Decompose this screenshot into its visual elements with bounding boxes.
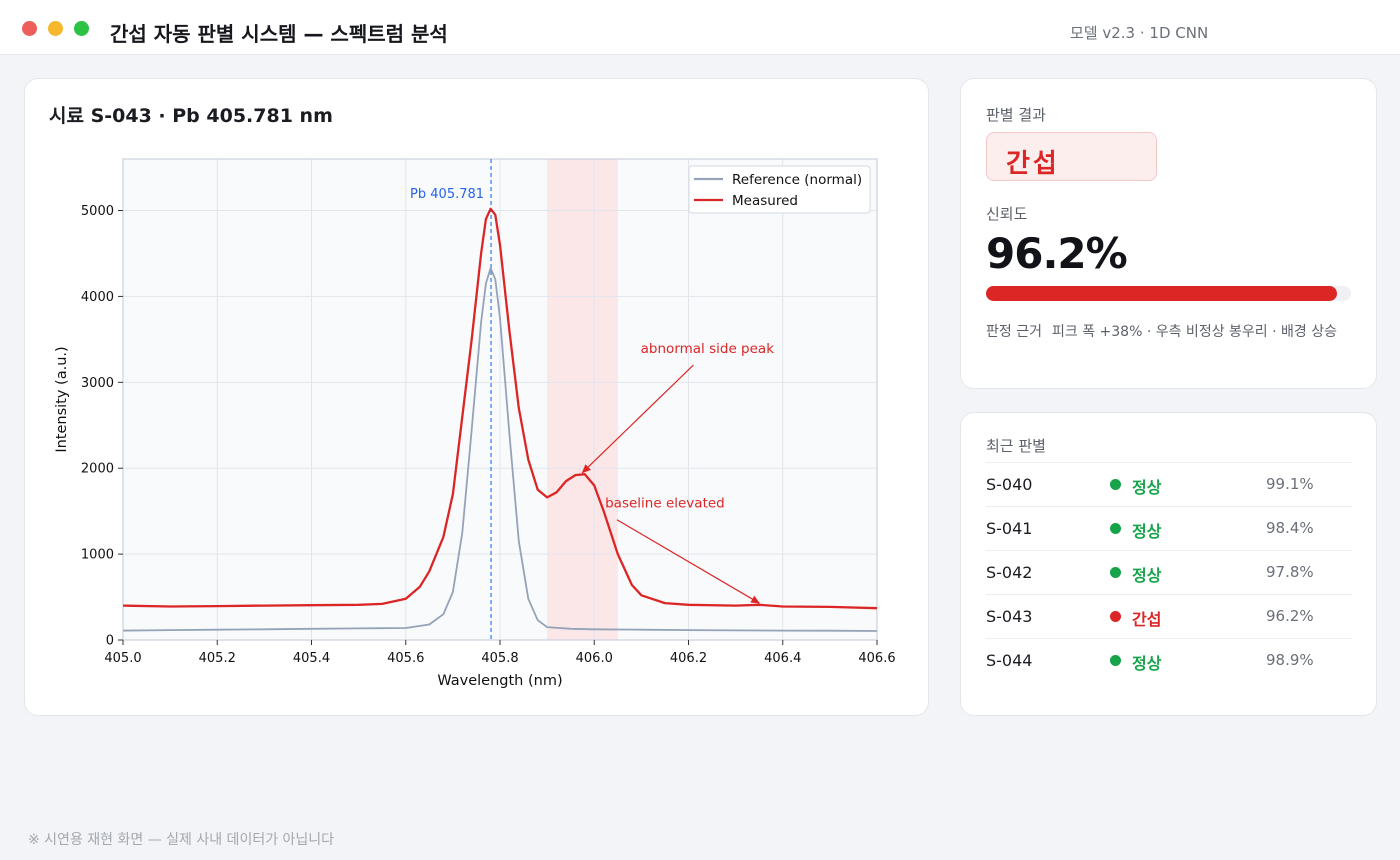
app-title: 간섭 자동 판별 시스템 — 스펙트럼 분석 [110,22,448,46]
chart-panel-title: 시료 S-043 · Pb 405.781 nm [49,105,333,127]
x-tick-label: 406.2 [670,651,707,666]
history-status: 정상 [1132,522,1162,541]
reason-text: 피크 폭 +38% · 우측 비정상 봉우리 · 배경 상승 [1051,324,1337,340]
annotation-arrow [616,519,761,604]
highlight-region [547,159,618,640]
annotation-label: baseline elevated [605,496,725,512]
close-window-button[interactable] [22,21,37,36]
x-tick-label: 406.6 [858,651,895,666]
history-confidence: 98.4% [1266,519,1314,537]
history-sample-id: S-044 [986,651,1033,670]
status-dot-icon [1110,479,1121,490]
y-axis-label: Intensity (a.u.) [54,346,70,452]
chart-legend: Reference (normal) Measured [688,165,871,214]
verdict-badge: 간섭 [986,132,1157,181]
history-confidence: 96.2% [1266,607,1314,625]
confidence-bar [986,286,1351,301]
footer-note: ※ 시연용 재현 화면 — 실제 사내 데이터가 아닙니다 [28,832,335,848]
history-sample-id: S-043 [986,607,1033,626]
confidence-value: 96.2% [986,229,1128,278]
reason-label: 판정 근거 [986,324,1042,340]
annotation-arrow [581,364,694,474]
x-tick-label: 405.0 [104,651,141,666]
history-status: 간섭 [1132,610,1162,629]
status-dot-icon [1110,567,1121,578]
y-tick-label: 5000 [81,204,114,219]
history-status: 정상 [1132,654,1162,673]
reference-line-label: Pb 405.781 [410,187,484,202]
status-dot-icon [1110,523,1121,534]
y-tick-label: 0 [106,634,114,649]
x-tick-label: 406.0 [576,651,613,666]
confidence-bar-fill [986,286,1338,301]
series-line-reference [122,267,878,632]
history-row[interactable]: S-042 정상 97.8% [986,550,1352,594]
x-axis-label: Wavelength (nm) [437,673,562,689]
history-confidence: 97.8% [1266,563,1314,581]
history-confidence: 98.9% [1266,651,1314,669]
recent-results-panel: 최근 판별 S-040 정상 99.1% S-041 정상 98.4% S-042 정상 97.… [960,412,1377,716]
result-panel: 판별 결과 간섭 신뢰도 96.2% 판정 근거 피크 폭 +38% · 우측 비… [960,78,1377,389]
history-status: 정상 [1132,566,1162,585]
history-confidence: 99.1% [1266,475,1314,493]
history-row[interactable]: S-044 정상 98.9% [986,638,1352,682]
annotation-label: abnormal side peak [641,341,775,357]
x-tick-label: 406.4 [764,651,801,666]
status-dot-icon [1110,611,1121,622]
spectrum-chart-panel: 시료 S-043 · Pb 405.781 nm 405.0 405.2 405.4… [24,78,929,716]
x-tick-label: 405.4 [293,651,330,666]
title-bar: 간섭 자동 판별 시스템 — 스펙트럼 분석 모델 v2.3 · 1D CNN [0,0,1400,55]
history-row[interactable]: S-041 정상 98.4% [986,506,1352,550]
model-info: 모델 v2.3 · 1D CNN [1070,24,1209,42]
recent-results-title: 최근 판별 [986,437,1046,455]
history-row[interactable]: S-040 정상 99.1% [986,462,1352,506]
maximize-window-button[interactable] [74,21,89,36]
confidence-label: 신뢰도 [986,205,1028,223]
status-dot-icon [1110,655,1121,666]
history-status: 정상 [1132,478,1162,497]
series-line-measured [122,207,878,610]
history-row[interactable]: S-043 간섭 96.2% [986,594,1352,638]
history-sample-id: S-041 [986,519,1033,538]
spectrum-chart: 405.0 405.2 405.4 405.6 405.8 406.0 406.2 406.4… [54,158,896,689]
history-sample-id: S-040 [986,475,1033,494]
y-tick-label: 1000 [81,548,114,563]
legend-box [688,165,871,214]
minimize-window-button[interactable] [48,21,63,36]
decision-reason: 판정 근거 피크 폭 +38% · 우측 비정상 봉우리 · 배경 상승 [986,321,1337,341]
verdict-text: 간섭 [1006,149,1060,179]
x-tick-label: 405.2 [199,651,236,666]
result-label: 판별 결과 [986,106,1046,124]
legend-label: Measured [732,193,798,209]
history-sample-id: S-042 [986,563,1033,582]
legend-label: Reference (normal) [732,172,862,188]
y-tick-label: 3000 [81,376,114,391]
x-tick-label: 405.8 [481,651,518,666]
y-tick-label: 2000 [81,462,114,477]
recent-results-list: S-040 정상 99.1% S-041 정상 98.4% S-042 정상 97.8% S-04… [986,462,1352,682]
x-tick-label: 405.6 [387,651,424,666]
y-tick-label: 4000 [81,290,114,305]
